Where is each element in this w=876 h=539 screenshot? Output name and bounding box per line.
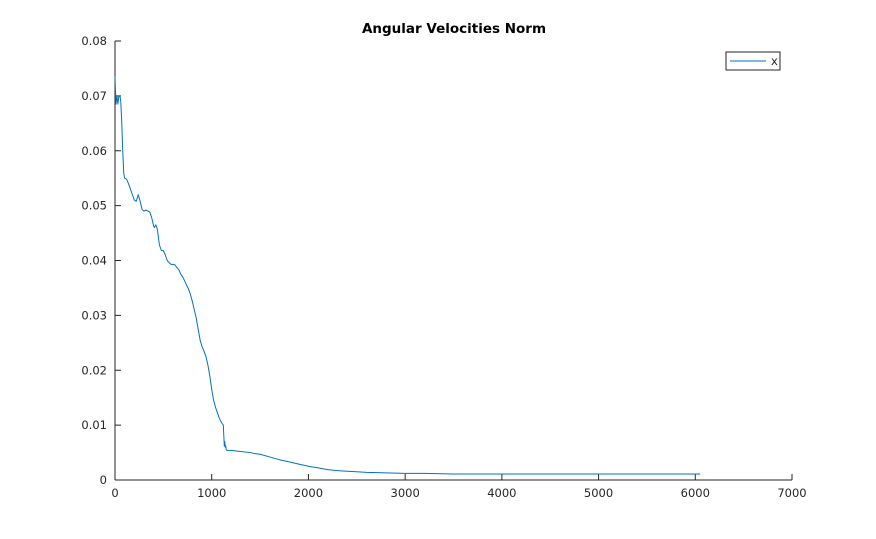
axes: 0 1000 2000 3000 4000 5000 6000 7000 0 0.01 0.02 0.…: [81, 34, 806, 500]
x-tick-label: 4000: [487, 486, 516, 500]
x-tick-label: 5000: [584, 486, 613, 500]
y-tick-label: 0.03: [81, 308, 107, 322]
x-tick-label: 1000: [197, 486, 226, 500]
y-tick-label: 0.07: [81, 89, 107, 103]
x-tick-label: 2000: [294, 486, 323, 500]
y-tick-label: 0.01: [81, 418, 107, 432]
legend: x: [725, 51, 781, 71]
x-tick-label: 0: [111, 486, 118, 500]
y-tick-label: 0: [100, 473, 107, 487]
y-tick-label: 0.05: [81, 199, 107, 213]
x-tick-label: 3000: [391, 486, 420, 500]
series-line-x: [114, 76, 701, 475]
y-tick-label: 0.02: [81, 363, 107, 377]
x-tick-label: 6000: [681, 486, 710, 500]
chart-title: Angular Velocities Norm: [362, 21, 546, 37]
y-tick-label: 0.08: [81, 34, 107, 48]
y-tick-label: 0.04: [81, 254, 107, 268]
x-tick-label: 7000: [777, 486, 806, 500]
plot-lines: [114, 76, 701, 475]
y-tick-label: 0.06: [81, 144, 107, 158]
legend-label: x: [771, 54, 778, 68]
